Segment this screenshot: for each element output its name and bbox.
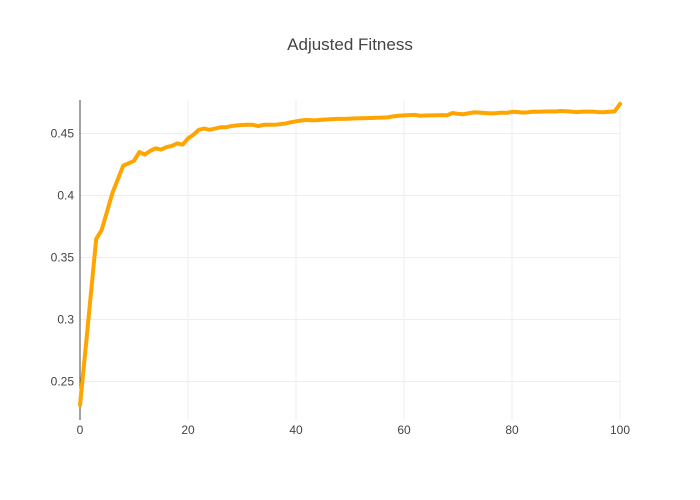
x-tick-label: 100 <box>610 423 630 437</box>
x-tick-label: 80 <box>505 423 519 437</box>
x-tick-label: 40 <box>289 423 303 437</box>
x-tick-label: 0 <box>77 423 84 437</box>
tick-labels: 0.25 0.3 0.35 0.4 0.45 0 20 40 60 80 100 <box>51 126 631 437</box>
x-tick-label: 20 <box>181 423 195 437</box>
y-tick-label: 0.3 <box>57 313 74 327</box>
y-tick-label: 0.45 <box>51 126 75 140</box>
chart-title: Adjusted Fitness <box>287 35 413 54</box>
x-tick-label: 60 <box>397 423 411 437</box>
series-line <box>78 101 622 408</box>
y-tick-label: 0.35 <box>51 251 75 265</box>
y-tick-label: 0.4 <box>57 189 74 203</box>
y-tick-label: 0.25 <box>51 375 75 389</box>
series-layer <box>78 101 622 408</box>
grid-layer <box>80 100 621 420</box>
